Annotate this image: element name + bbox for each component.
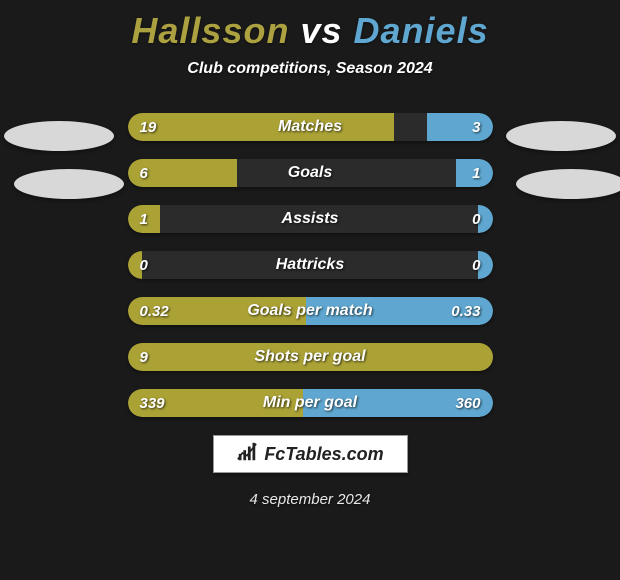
footer-date: 4 september 2024 [0,491,620,508]
stat-row: 193Matches [128,113,493,141]
chart-icon [236,441,258,468]
stat-row: 9Shots per goal [128,343,493,371]
stat-bar-right [456,159,493,187]
player1-name: Hallsson [131,10,289,51]
stat-bar-right [303,389,493,417]
player1-crest-1 [4,121,114,151]
stat-bar-right [427,113,493,141]
stat-bar-right [478,205,493,233]
comparison-title: Hallsson vs Daniels [0,0,620,60]
subtitle: Club competitions, Season 2024 [0,60,620,78]
stat-bar-left [128,159,238,187]
chart-area: 193Matches 61Goals 10Assists 00Hattricks 0.3… [0,113,620,417]
stat-row: 10Assists [128,205,493,233]
stat-bar-left [128,251,143,279]
player2-crest-1 [506,121,616,151]
stat-bar-left [128,113,394,141]
stat-bar-right [478,251,493,279]
player2-crest-2 [516,169,620,199]
footer-badge: FcTables.com [213,435,408,473]
stat-bar-left [128,389,303,417]
stat-row: 61Goals [128,159,493,187]
stat-bar-left [128,343,493,371]
stat-bar-left [128,297,307,325]
stat-bar-left [128,205,161,233]
stat-row: 0.320.33Goals per match [128,297,493,325]
stat-bars: 193Matches 61Goals 10Assists 00Hattricks 0.3… [128,113,493,417]
player1-crest-2 [14,169,124,199]
footer-brand: FcTables.com [264,444,383,465]
stat-row: 339360Min per goal [128,389,493,417]
stat-bar-right [306,297,492,325]
stat-row: 00Hattricks [128,251,493,279]
player2-name: Daniels [354,10,489,51]
vs-label: vs [300,10,342,51]
